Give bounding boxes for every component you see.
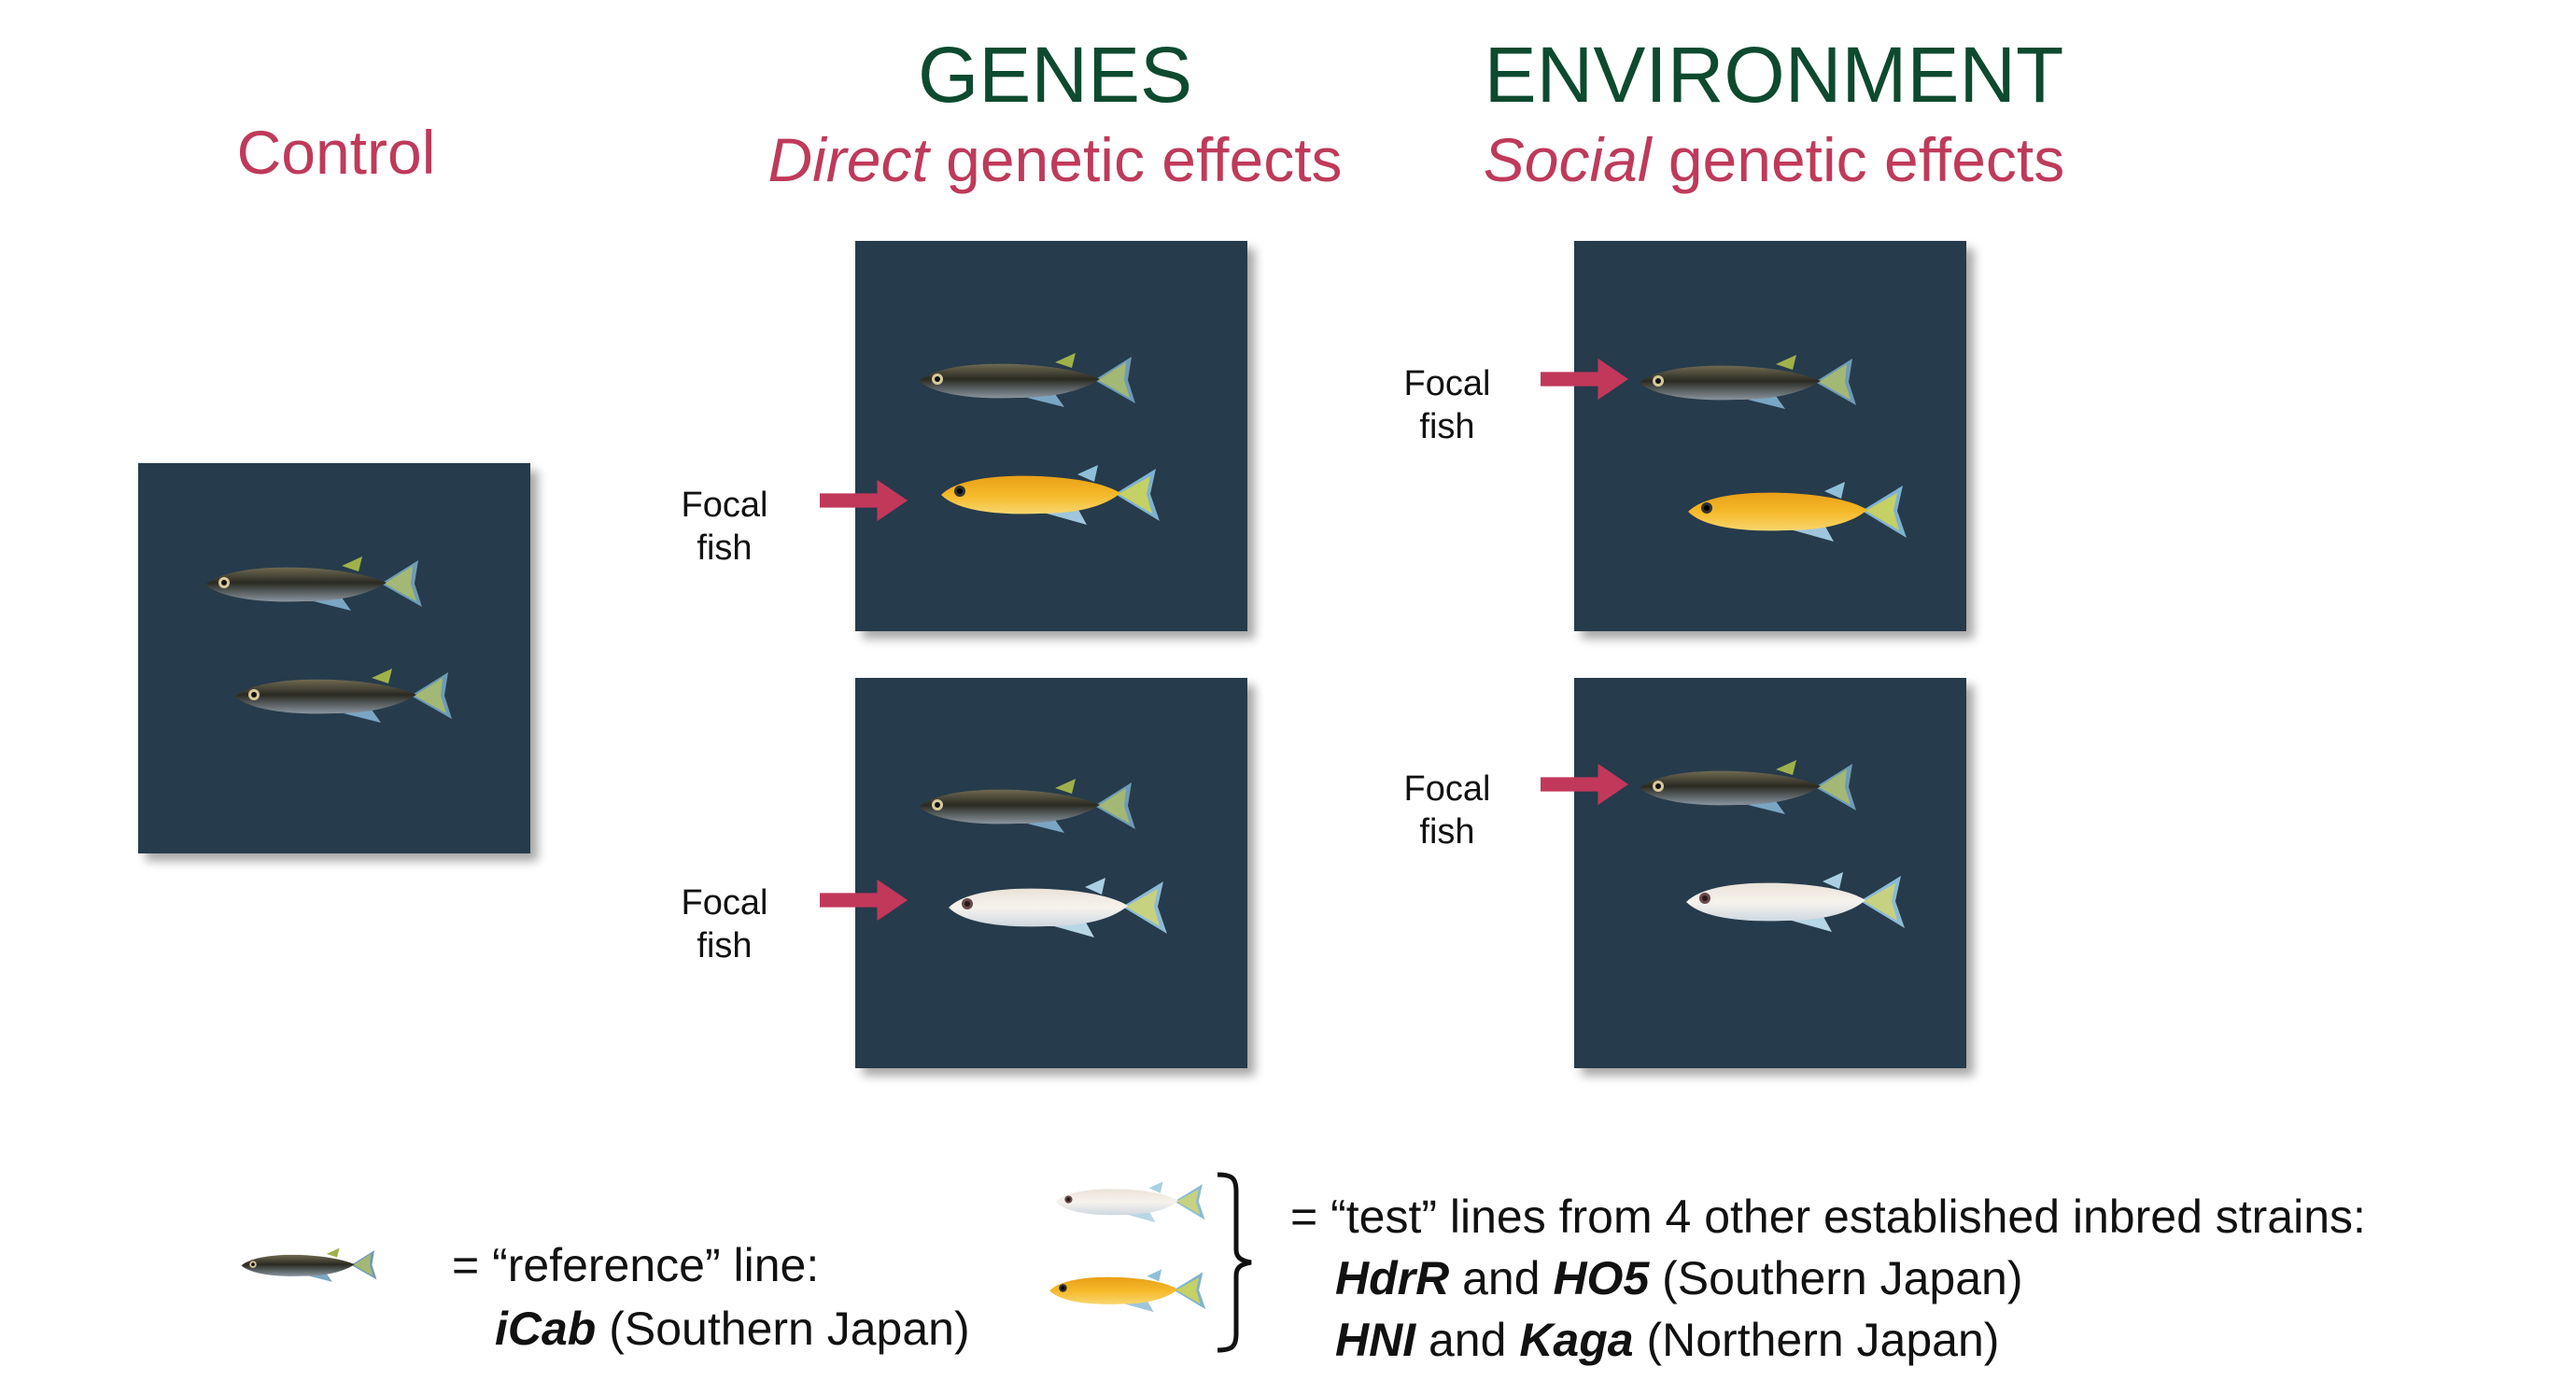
region-south: (Southern Japan) — [1649, 1252, 2023, 1304]
and-text: and — [1449, 1252, 1554, 1304]
focal-label-line2: fish — [1419, 407, 1475, 446]
focal-fish-label: Focal fish — [669, 484, 781, 570]
southern-strains-line: HdrR and HO5 (Southern Japan) — [1335, 1247, 2023, 1309]
focal-label-line1: Focal — [1403, 364, 1491, 403]
focal-label-line1: Focal — [681, 883, 768, 923]
genes-subheading-italic: Direct — [767, 125, 929, 194]
dark-medaka-fish-icon — [232, 665, 456, 730]
focal-fish-label: Focal fish — [1391, 768, 1503, 853]
environment-tank-white — [1574, 678, 1966, 1068]
environment-tank-orange — [1574, 241, 1966, 631]
northern-strains-line: HNI and Kaga (Northern Japan) — [1335, 1309, 1999, 1371]
dark-medaka-fish-icon — [915, 349, 1139, 415]
dark-medaka-fish-icon — [202, 553, 426, 618]
strain-kaga: Kaga — [1519, 1314, 1634, 1366]
dark-medaka-fish-icon — [239, 1246, 379, 1287]
and-text: and — [1415, 1314, 1520, 1366]
strain-icab: iCab — [495, 1303, 597, 1355]
focal-label-line1: Focal — [1403, 769, 1491, 809]
orange-medaka-fish-icon — [1046, 1268, 1208, 1315]
genes-heading: GENES — [917, 31, 1193, 119]
genes-tank-orange — [855, 241, 1247, 631]
environment-subheading-rest: genetic effects — [1651, 125, 2065, 194]
environment-subheading: Social genetic effects — [1447, 129, 2101, 190]
control-tank — [138, 463, 530, 853]
focal-arrow-icon — [1541, 357, 1630, 402]
strain-hdrr: HdrR — [1335, 1252, 1450, 1304]
dark-medaka-fish-icon — [915, 775, 1139, 840]
reference-line-label: = “reference” line: — [452, 1239, 820, 1291]
focal-label-line2: fish — [697, 926, 753, 965]
reference-strain-line: iCab (Southern Japan) — [495, 1298, 970, 1360]
curly-brace-icon — [1217, 1172, 1252, 1353]
focal-arrow-icon — [820, 478, 909, 523]
focal-label-line2: fish — [1419, 812, 1475, 852]
focal-arrow-icon — [1541, 762, 1630, 807]
strain-hni: HNI — [1335, 1314, 1416, 1366]
strain-ho5: HO5 — [1553, 1252, 1650, 1304]
dark-medaka-fish-icon — [1636, 351, 1860, 416]
focal-arrow-icon — [820, 878, 909, 923]
focal-label-line1: Focal — [681, 486, 768, 525]
focal-label-line2: fish — [697, 528, 753, 568]
focal-fish-label: Focal fish — [669, 881, 781, 967]
focal-fish-label: Focal fish — [1391, 362, 1503, 448]
control-heading: Control — [236, 118, 436, 187]
region-north: (Northern Japan) — [1633, 1314, 2000, 1366]
test-lines-label: = “test” lines from 4 other established … — [1290, 1191, 2366, 1243]
dark-medaka-fish-icon — [1636, 756, 1860, 822]
environment-heading: ENVIRONMENT — [1484, 31, 2064, 119]
orange-medaka-fish-icon — [937, 463, 1161, 528]
environment-subheading-italic: Social — [1483, 125, 1652, 194]
reference-region: (Southern Japan) — [596, 1303, 970, 1355]
genes-subheading: Direct genetic effects — [728, 129, 1382, 190]
genes-tank-white — [855, 678, 1247, 1068]
orange-medaka-fish-icon — [1684, 480, 1908, 545]
white-medaka-fish-icon — [945, 876, 1169, 941]
genes-subheading-rest: genetic effects — [928, 125, 1343, 194]
white-medaka-fish-icon — [1682, 870, 1907, 936]
white-medaka-fish-icon — [1053, 1180, 1206, 1225]
